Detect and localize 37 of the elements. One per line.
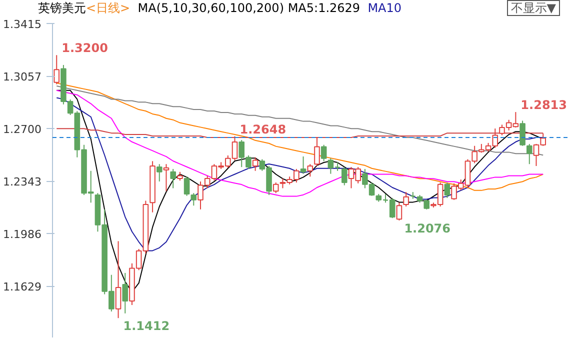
chart-title: 英镑美元 bbox=[38, 0, 86, 17]
candlestick bbox=[54, 54, 60, 85]
y-tick-label: 1.1986 bbox=[3, 228, 42, 242]
chart-subtitle: <日线> bbox=[86, 0, 130, 17]
candlestick bbox=[190, 192, 197, 206]
annotation: 1.3200 bbox=[62, 41, 108, 56]
candlestick bbox=[115, 240, 122, 319]
text: MA5:1.2629 bbox=[288, 0, 360, 17]
annotation: 1.2076 bbox=[404, 221, 451, 236]
annotation: 1.2813 bbox=[520, 98, 567, 112]
annotation: 1.2648 bbox=[240, 122, 286, 136]
y-tick-label: 1.3415 bbox=[3, 18, 42, 31]
candlestick bbox=[156, 164, 162, 182]
y-tick-label: 1.1629 bbox=[3, 280, 42, 294]
candlestick bbox=[163, 164, 170, 192]
text: 不显示▼ bbox=[506, 0, 560, 16]
candlestick bbox=[341, 166, 348, 186]
candlestick bbox=[520, 120, 526, 146]
candlestick bbox=[307, 164, 314, 178]
candlestick bbox=[170, 168, 176, 189]
candlestick bbox=[403, 192, 409, 207]
candlestick bbox=[184, 176, 190, 196]
candlestick bbox=[122, 272, 128, 314]
candlestick bbox=[300, 156, 306, 174]
y-tick-label: 1.3057 bbox=[3, 70, 42, 84]
candlestick bbox=[320, 144, 327, 162]
y-tick-label: 1.2343 bbox=[3, 176, 42, 189]
candlestick bbox=[396, 202, 402, 221]
annotation: 1.1412 bbox=[123, 319, 170, 334]
y-tick-label: 1.2700 bbox=[3, 123, 42, 136]
candlestick bbox=[314, 136, 320, 167]
text: MA10 bbox=[368, 0, 402, 17]
candlestick bbox=[526, 143, 532, 165]
text: MA(5,10,30,60,100,200) bbox=[138, 0, 284, 17]
candlestick bbox=[252, 156, 258, 172]
candlestick bbox=[272, 182, 279, 194]
candlestick bbox=[444, 182, 450, 198]
